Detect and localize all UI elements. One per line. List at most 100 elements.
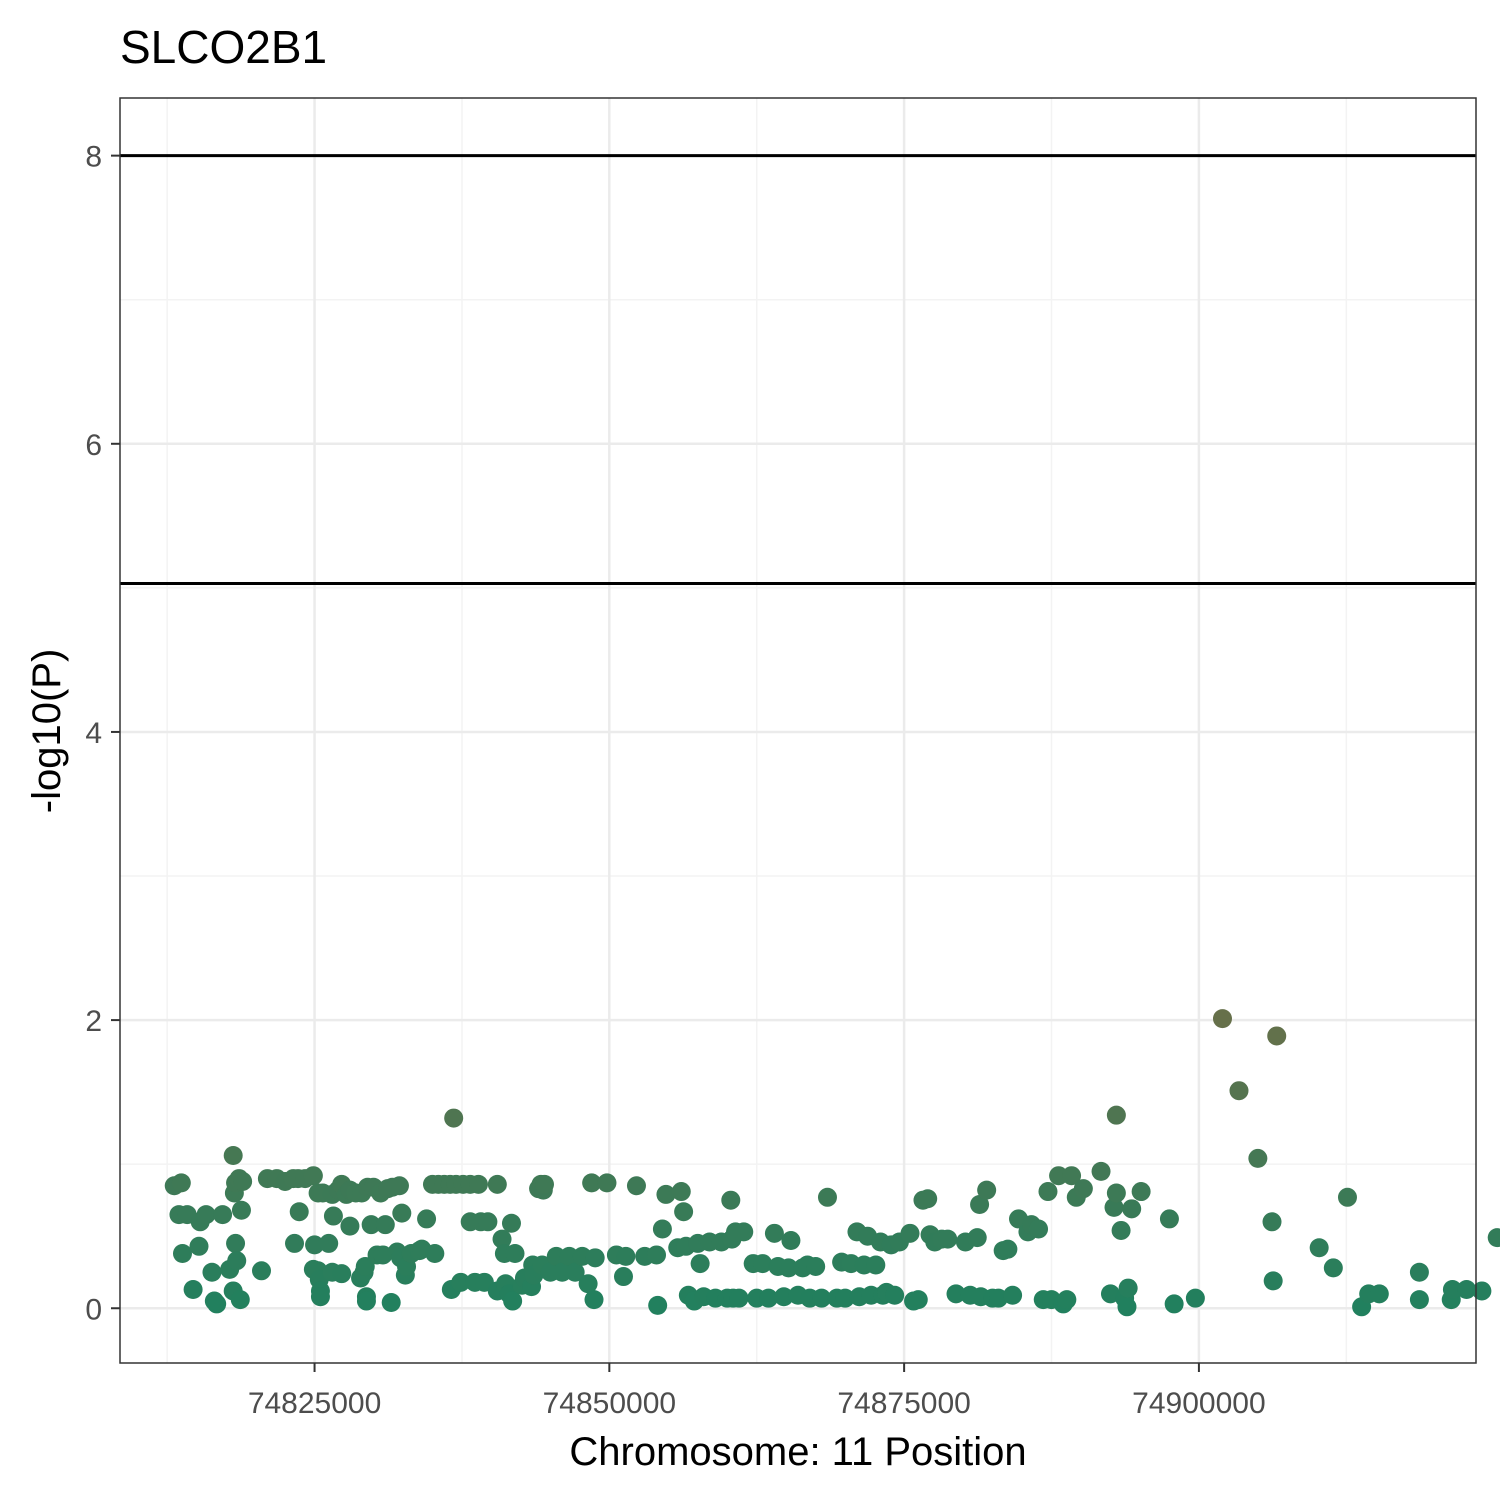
data-point bbox=[656, 1184, 676, 1204]
data-point bbox=[478, 1212, 498, 1232]
data-point bbox=[626, 1176, 646, 1196]
y-tick-label: 0 bbox=[85, 1293, 102, 1326]
data-point bbox=[885, 1285, 905, 1305]
data-point bbox=[319, 1233, 339, 1253]
data-point bbox=[233, 1171, 253, 1191]
data-point bbox=[1369, 1284, 1389, 1304]
data-point bbox=[998, 1239, 1018, 1259]
data-point bbox=[1104, 1197, 1124, 1217]
data-point bbox=[1038, 1182, 1058, 1202]
data-point bbox=[866, 1255, 886, 1275]
data-point bbox=[505, 1244, 525, 1264]
data-point bbox=[289, 1202, 309, 1222]
data-point bbox=[444, 1108, 464, 1128]
x-tick-label: 74825000 bbox=[248, 1387, 381, 1420]
data-point bbox=[671, 1182, 691, 1202]
data-point bbox=[977, 1180, 997, 1200]
data-point bbox=[207, 1294, 227, 1314]
data-point bbox=[503, 1291, 523, 1311]
data-point bbox=[492, 1229, 512, 1249]
data-point bbox=[1118, 1278, 1138, 1298]
minor-gridlines bbox=[120, 98, 1476, 1363]
data-point bbox=[183, 1280, 203, 1300]
data-point bbox=[946, 1284, 966, 1304]
data-point bbox=[779, 1258, 799, 1278]
data-point bbox=[565, 1262, 585, 1282]
data-point bbox=[227, 1251, 247, 1271]
data-point bbox=[417, 1209, 437, 1229]
data-point bbox=[1409, 1290, 1429, 1310]
data-point bbox=[1267, 1026, 1287, 1046]
data-point bbox=[613, 1267, 633, 1287]
data-point bbox=[468, 1174, 488, 1194]
data-point bbox=[1117, 1297, 1137, 1317]
data-point bbox=[303, 1166, 323, 1186]
data-point bbox=[172, 1244, 192, 1264]
data-point bbox=[1263, 1271, 1283, 1291]
data-point bbox=[585, 1248, 605, 1268]
data-point bbox=[487, 1174, 507, 1194]
data-point bbox=[1229, 1081, 1249, 1101]
data-point bbox=[734, 1222, 754, 1242]
data-point bbox=[817, 1187, 837, 1207]
data-point bbox=[674, 1202, 694, 1222]
y-tick-label: 4 bbox=[85, 717, 102, 750]
data-point bbox=[1248, 1148, 1268, 1168]
data-point bbox=[375, 1215, 395, 1235]
data-point bbox=[1164, 1294, 1184, 1314]
data-point bbox=[1106, 1105, 1126, 1125]
data-point bbox=[1159, 1209, 1179, 1229]
data-point bbox=[1409, 1262, 1429, 1282]
plot-panel bbox=[120, 98, 1476, 1363]
data-point bbox=[196, 1205, 216, 1225]
data-point bbox=[392, 1203, 412, 1223]
data-point bbox=[425, 1244, 445, 1264]
data-point bbox=[1122, 1199, 1142, 1219]
x-axis-title: Chromosome: 11 Position bbox=[569, 1430, 1026, 1474]
data-point bbox=[1062, 1166, 1082, 1186]
data-point bbox=[381, 1292, 401, 1312]
data-point bbox=[305, 1235, 325, 1255]
data-point bbox=[1323, 1258, 1343, 1278]
data-point bbox=[1212, 1009, 1232, 1029]
data-point bbox=[373, 1245, 393, 1265]
data-point bbox=[988, 1288, 1008, 1308]
data-point bbox=[356, 1291, 376, 1311]
data-point bbox=[1131, 1182, 1151, 1202]
data-point bbox=[1472, 1281, 1492, 1301]
data-point bbox=[729, 1288, 749, 1308]
data-point bbox=[721, 1190, 741, 1210]
data-point bbox=[1457, 1280, 1477, 1300]
data-point bbox=[759, 1288, 779, 1308]
data-point bbox=[806, 1256, 826, 1276]
data-point bbox=[310, 1287, 330, 1307]
data-point bbox=[1091, 1161, 1111, 1181]
data-point bbox=[226, 1233, 246, 1253]
data-point bbox=[1442, 1280, 1462, 1300]
x-axis: 74825000 74850000 74875000 74900000 bbox=[248, 1363, 1266, 1420]
data-point bbox=[1073, 1179, 1093, 1199]
data-point bbox=[171, 1173, 191, 1193]
y-tick-label: 2 bbox=[85, 1005, 102, 1038]
data-point bbox=[652, 1219, 672, 1239]
data-point bbox=[578, 1274, 598, 1294]
data-point bbox=[597, 1173, 617, 1193]
data-point bbox=[1309, 1238, 1329, 1258]
y-tick-label: 8 bbox=[85, 141, 102, 174]
data-point bbox=[812, 1288, 832, 1308]
panel-border bbox=[119, 97, 1477, 1364]
data-point bbox=[918, 1189, 938, 1209]
data-point bbox=[647, 1245, 667, 1265]
data-point bbox=[451, 1272, 471, 1292]
data-point bbox=[908, 1290, 928, 1310]
data-point bbox=[285, 1233, 305, 1253]
data-points bbox=[164, 1009, 1500, 1317]
data-point bbox=[835, 1288, 855, 1308]
data-point bbox=[764, 1223, 784, 1243]
data-point bbox=[251, 1261, 271, 1281]
y-axis: 0 2 4 6 8 bbox=[85, 141, 120, 1326]
data-point bbox=[1185, 1288, 1205, 1308]
data-point bbox=[1262, 1212, 1282, 1232]
data-point bbox=[1029, 1219, 1049, 1239]
